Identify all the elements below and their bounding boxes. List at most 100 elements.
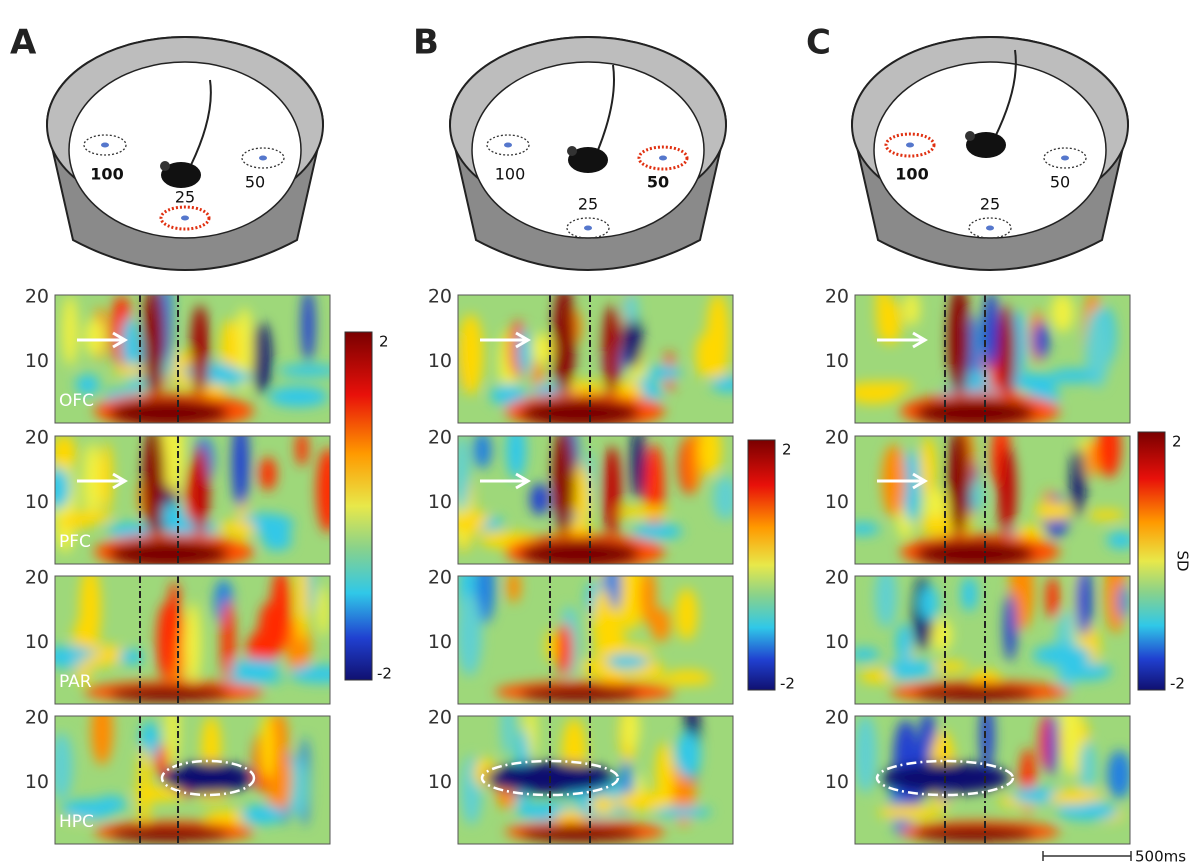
region-label: PAR <box>59 672 92 692</box>
spectrogram-blobs <box>55 576 330 703</box>
blob <box>948 436 970 536</box>
spectrogram-frame <box>854 294 1131 424</box>
reward-pellet <box>101 142 109 148</box>
spectrogram-blobs <box>458 576 714 703</box>
spectrogram <box>55 436 330 564</box>
blob <box>1106 531 1130 550</box>
spectrogram <box>855 436 1130 564</box>
spectrogram <box>855 576 1130 704</box>
reward-label: 100 <box>495 165 526 184</box>
blob <box>1032 644 1092 666</box>
blob <box>252 322 272 394</box>
blob <box>631 436 645 500</box>
blob <box>84 317 105 357</box>
blob <box>75 374 100 396</box>
blob <box>62 295 78 366</box>
blob <box>295 436 309 466</box>
hpc-outline <box>875 759 1015 797</box>
spectrogram <box>458 716 733 844</box>
blob <box>618 576 644 631</box>
spectrogram-blobs <box>55 716 310 843</box>
blob <box>607 506 670 518</box>
arena-floor <box>68 61 302 239</box>
blob <box>646 365 682 381</box>
blob <box>590 795 616 814</box>
blob <box>903 295 920 326</box>
colorbar-min: -2 <box>780 675 795 693</box>
blob <box>55 645 92 662</box>
blob <box>289 664 330 684</box>
y-tick-label: 10 <box>25 771 49 793</box>
blob <box>286 756 308 817</box>
reward-pellet <box>259 155 267 161</box>
blob <box>166 716 179 766</box>
y-tick-label: 20 <box>825 427 849 449</box>
blob <box>218 520 256 536</box>
blob <box>1049 368 1098 384</box>
y-tick-label: 10 <box>428 771 452 793</box>
blob <box>182 362 238 381</box>
blob <box>915 686 1035 702</box>
reward-label: 50 <box>647 173 669 192</box>
blob <box>675 588 698 640</box>
mouse <box>161 162 201 188</box>
blob <box>133 786 184 802</box>
panel-letter: C <box>806 23 831 63</box>
blob <box>998 446 1016 536</box>
blob <box>163 762 253 794</box>
blob <box>948 295 970 395</box>
colorbar <box>747 439 776 691</box>
spectrogram-blobs <box>62 295 330 423</box>
blob <box>1035 501 1073 521</box>
blob <box>109 826 229 842</box>
blob <box>55 436 77 473</box>
blob <box>613 791 673 811</box>
blob <box>57 518 94 529</box>
blob <box>184 602 202 685</box>
y-tick-label: 20 <box>428 286 452 308</box>
reward-pellet <box>659 155 667 161</box>
blob <box>55 467 71 510</box>
spectrogram-frame <box>854 715 1131 845</box>
blob <box>55 732 73 801</box>
blob <box>859 669 896 683</box>
y-tick-label: 20 <box>25 427 49 449</box>
reward-zone <box>486 134 530 156</box>
blob <box>268 386 328 408</box>
spectrogram-frame <box>54 575 331 705</box>
blob <box>278 364 330 377</box>
reward-pellet <box>906 142 914 148</box>
blob <box>530 483 550 516</box>
y-tick-label: 10 <box>428 491 452 513</box>
spectrogram <box>55 716 330 844</box>
blob <box>260 716 275 781</box>
blob <box>143 436 165 536</box>
arrow <box>877 331 928 349</box>
y-tick-label: 20 <box>428 427 452 449</box>
y-tick-label: 10 <box>25 350 49 372</box>
reward-pellet <box>584 225 592 231</box>
hpc-outline <box>160 759 256 797</box>
blob <box>1060 662 1112 681</box>
blob <box>640 576 657 625</box>
blob <box>109 686 229 702</box>
spectrogram-frame <box>457 294 734 424</box>
blob <box>688 436 703 491</box>
colorbar-min: -2 <box>377 665 392 683</box>
reward-label: 25 <box>980 195 1000 214</box>
spectrogram-blobs <box>855 295 1116 423</box>
blob <box>650 607 671 642</box>
arrow <box>77 472 128 490</box>
blob <box>706 295 730 382</box>
blob <box>262 529 293 551</box>
blob <box>231 436 250 508</box>
blob <box>891 665 921 681</box>
y-tick-label: 10 <box>825 350 849 372</box>
blob <box>970 480 985 511</box>
reward-zone <box>566 217 610 239</box>
region-label: PFC <box>59 532 91 552</box>
reward-pellet <box>1061 155 1069 161</box>
blob <box>654 674 714 686</box>
blob <box>458 436 470 513</box>
